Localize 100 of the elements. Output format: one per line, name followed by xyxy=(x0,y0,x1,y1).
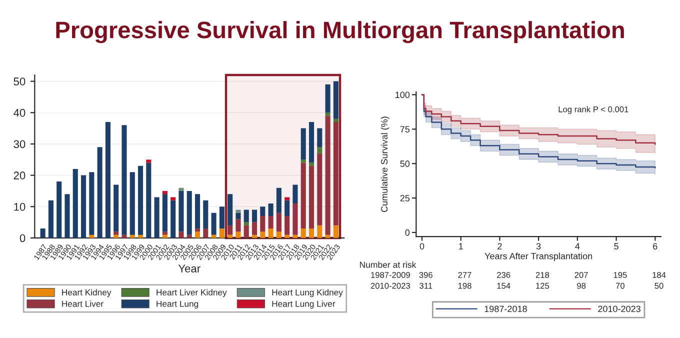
bar xyxy=(114,234,119,238)
bar xyxy=(130,234,135,238)
bar xyxy=(146,160,152,163)
bar xyxy=(89,172,94,235)
bar xyxy=(195,228,200,232)
bar xyxy=(170,197,176,200)
bar xyxy=(308,162,314,166)
bar xyxy=(195,194,200,229)
bar xyxy=(195,232,200,238)
bar xyxy=(333,81,338,119)
bar xyxy=(105,122,110,238)
legend-label: Heart Liver Kidney xyxy=(156,289,227,298)
bar xyxy=(317,128,322,148)
legend-label: 1987-2018 xyxy=(484,306,527,312)
text: 50 xyxy=(654,282,664,289)
bar xyxy=(260,232,266,238)
bar xyxy=(178,190,184,232)
text: 207 xyxy=(574,272,588,278)
bar xyxy=(122,125,127,235)
bar xyxy=(317,153,322,226)
bar xyxy=(300,228,306,238)
bar xyxy=(228,225,233,235)
y-tick-label: 20 xyxy=(14,172,26,180)
x-tick-label: 1 xyxy=(459,243,463,250)
x-tick-label: 3 xyxy=(536,243,541,250)
bar xyxy=(244,210,249,222)
bar xyxy=(146,162,152,238)
bar xyxy=(276,188,282,213)
bar xyxy=(333,225,338,238)
legend-label: Heart Kidney xyxy=(62,289,112,298)
bar xyxy=(284,216,290,235)
bar xyxy=(244,222,249,226)
bar xyxy=(228,194,233,226)
bar xyxy=(333,122,338,226)
text: 98 xyxy=(577,282,586,289)
legend-label: Heart Lung xyxy=(156,300,198,309)
bar xyxy=(244,225,249,238)
bar xyxy=(276,212,282,232)
bar xyxy=(252,234,258,238)
text: 218 xyxy=(536,272,550,278)
bar xyxy=(325,116,330,235)
bar xyxy=(268,228,274,238)
bar xyxy=(308,228,314,238)
bar xyxy=(89,234,94,238)
bar xyxy=(228,234,233,238)
chart-title: Progressive Survival in Multiorgan Transplantation xyxy=(56,21,624,44)
bar xyxy=(284,197,290,200)
bar xyxy=(154,197,160,238)
x-axis-title: Years After Transplantation xyxy=(484,252,592,262)
bar xyxy=(276,232,282,238)
bar xyxy=(162,232,168,235)
annotation: Log rank P < 0.001 xyxy=(558,106,628,114)
text: 195 xyxy=(614,272,627,278)
bar xyxy=(97,147,102,238)
bar xyxy=(292,184,298,204)
bar xyxy=(122,234,127,238)
bar xyxy=(219,206,224,229)
bar xyxy=(81,175,86,238)
bar xyxy=(260,206,266,216)
y-tick-label: 75 xyxy=(400,126,410,132)
x-tick-label: 0 xyxy=(420,243,424,250)
text: 198 xyxy=(458,282,472,289)
bar xyxy=(40,228,46,238)
text: Number at risk xyxy=(360,261,416,268)
bar xyxy=(114,184,119,232)
bar xyxy=(219,228,224,238)
bar xyxy=(300,162,306,229)
bar xyxy=(308,166,314,229)
bar xyxy=(236,232,241,238)
legend-label: Heart Lung Liver xyxy=(272,300,336,309)
bar xyxy=(325,234,330,238)
bar xyxy=(325,112,330,116)
text: 277 xyxy=(458,272,472,278)
y-tick-label: 30 xyxy=(14,140,26,148)
bar xyxy=(72,169,78,238)
text: 236 xyxy=(497,272,510,278)
bar xyxy=(186,190,192,235)
bar xyxy=(252,222,258,235)
bar xyxy=(268,203,274,216)
bar xyxy=(292,203,298,235)
bar xyxy=(162,190,168,194)
x-tick-label: 2 xyxy=(498,243,502,250)
bar xyxy=(178,232,184,238)
text: 311 xyxy=(420,282,432,289)
bar xyxy=(317,225,322,238)
y-tick-label: 25 xyxy=(400,194,410,202)
text: 125 xyxy=(536,282,550,289)
bar xyxy=(284,200,290,216)
bar xyxy=(300,160,306,163)
bar xyxy=(211,234,216,238)
y-axis-title: Cumulative Survival (%) xyxy=(380,116,390,212)
y-tick-label: 0 xyxy=(405,229,410,236)
bar xyxy=(48,200,54,238)
bar xyxy=(162,194,168,232)
bar xyxy=(203,200,208,229)
bar xyxy=(114,232,119,235)
y-tick-label: 50 xyxy=(14,78,26,86)
text: 396 xyxy=(419,272,432,278)
bar xyxy=(162,234,168,238)
bar xyxy=(203,228,208,238)
